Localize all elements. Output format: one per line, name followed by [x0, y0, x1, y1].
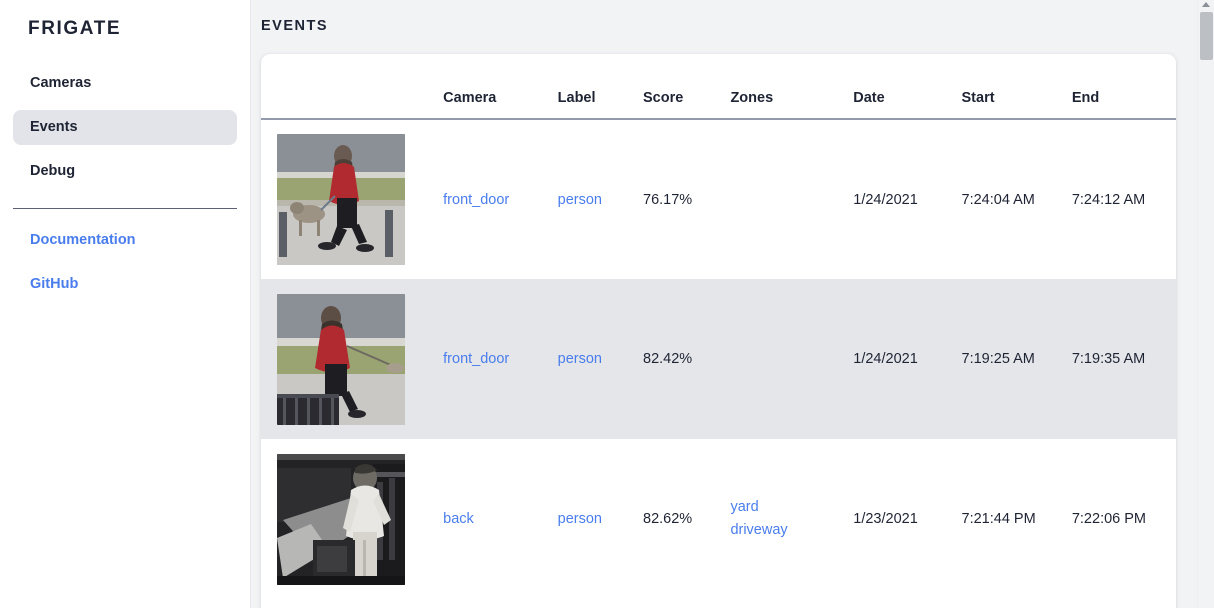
table-row[interactable]: back person 82.62% yard driveway 1/23/202… [261, 439, 1176, 599]
event-end-cell: 7:19:35 AM [1071, 351, 1146, 367]
event-label-link[interactable]: person [557, 511, 602, 527]
vertical-scrollbar[interactable] [1197, 0, 1214, 608]
events-table-body: front_door person 76.17% 1/24/2021 7:24:… [261, 119, 1176, 599]
sidebar-link-github[interactable]: GitHub [30, 276, 79, 292]
sidebar-item-debug[interactable]: Debug [30, 163, 76, 179]
event-camera-link[interactable]: front_door [443, 191, 510, 208]
column-header-date[interactable]: Date [853, 90, 885, 106]
event-zone-link[interactable]: yard [730, 498, 759, 515]
event-camera-cell: front_door [443, 279, 558, 439]
event-label-cell: person [558, 439, 643, 599]
events-table: Camera Label Score Zones Date Start End [261, 54, 1176, 599]
event-thumbnail-image[interactable] [277, 453, 405, 585]
sidebar-item-events[interactable]: Events [13, 110, 237, 145]
event-score-cell: 82.42% [643, 351, 693, 367]
event-camera-cell: back [443, 439, 558, 599]
scroll-up-arrow-icon[interactable] [1202, 2, 1210, 7]
event-thumbnail-cell[interactable] [261, 279, 443, 439]
sidebar-nav: Cameras Events Debug [0, 66, 250, 189]
event-date-cell: 1/23/2021 [853, 511, 918, 527]
app-brand-title: FRIGATE [28, 18, 122, 39]
event-zones-list: yard driveway [730, 496, 853, 543]
scrollbar-thumb[interactable] [1200, 12, 1213, 60]
column-header-label[interactable]: Label [557, 90, 596, 106]
table-row[interactable]: front_door person 76.17% 1/24/2021 7:24:… [261, 119, 1176, 279]
sidebar-item-cameras[interactable]: Cameras [30, 75, 92, 91]
page-title: EVENTS [261, 18, 329, 34]
event-score-cell: 82.62% [643, 511, 693, 527]
sidebar-divider [13, 208, 237, 209]
event-zone-link[interactable]: driveway [730, 522, 788, 538]
column-header-end[interactable]: End [1071, 90, 1100, 106]
event-thumbnail-image[interactable] [277, 134, 405, 265]
event-date-cell: 1/24/2021 [853, 191, 918, 208]
column-header-camera[interactable]: Camera [443, 90, 497, 106]
event-score-cell: 76.17% [643, 191, 693, 208]
event-camera-link[interactable]: front_door [443, 351, 510, 367]
event-start-cell: 7:19:25 AM [961, 351, 1035, 367]
column-header-start[interactable]: Start [961, 90, 995, 106]
event-zones-cell [730, 119, 853, 279]
sidebar: FRIGATE Cameras Events Debug Documentati… [0, 0, 251, 608]
event-end-cell: 7:22:06 PM [1071, 511, 1147, 527]
event-date-cell: 1/24/2021 [853, 351, 918, 367]
event-camera-cell: front_door [443, 119, 558, 279]
event-label-link[interactable]: person [557, 191, 602, 208]
event-thumbnail-cell[interactable] [261, 439, 443, 599]
event-label-cell: person [558, 119, 643, 279]
event-label-cell: person [558, 279, 643, 439]
events-table-head: Camera Label Score Zones Date Start End [261, 54, 1176, 119]
event-camera-link[interactable]: back [443, 511, 474, 527]
event-end-cell: 7:24:12 AM [1071, 191, 1146, 208]
event-start-cell: 7:21:44 PM [961, 511, 1036, 527]
column-header-thumbnail[interactable] [261, 54, 443, 119]
sidebar-external-links: Documentation GitHub [0, 223, 250, 302]
events-table-header-row: Camera Label Score Zones Date Start End [261, 54, 1176, 119]
event-thumbnail-cell[interactable] [261, 119, 443, 279]
events-table-card: Camera Label Score Zones Date Start End [261, 54, 1176, 608]
column-header-zones[interactable]: Zones [730, 90, 774, 106]
event-thumbnail-image[interactable] [277, 293, 405, 425]
main-content: EVENTS Camera Label Score Zones Date Sta… [251, 0, 1214, 608]
event-label-link[interactable]: person [557, 351, 602, 367]
table-row[interactable]: front_door person 82.42% 1/24/2021 7:19:… [261, 279, 1176, 439]
sidebar-link-documentation[interactable]: Documentation [30, 232, 136, 248]
event-zones-cell: yard driveway [730, 439, 853, 599]
event-start-cell: 7:24:04 AM [961, 191, 1035, 208]
column-header-score[interactable]: Score [643, 90, 684, 106]
event-zones-cell [730, 279, 853, 439]
